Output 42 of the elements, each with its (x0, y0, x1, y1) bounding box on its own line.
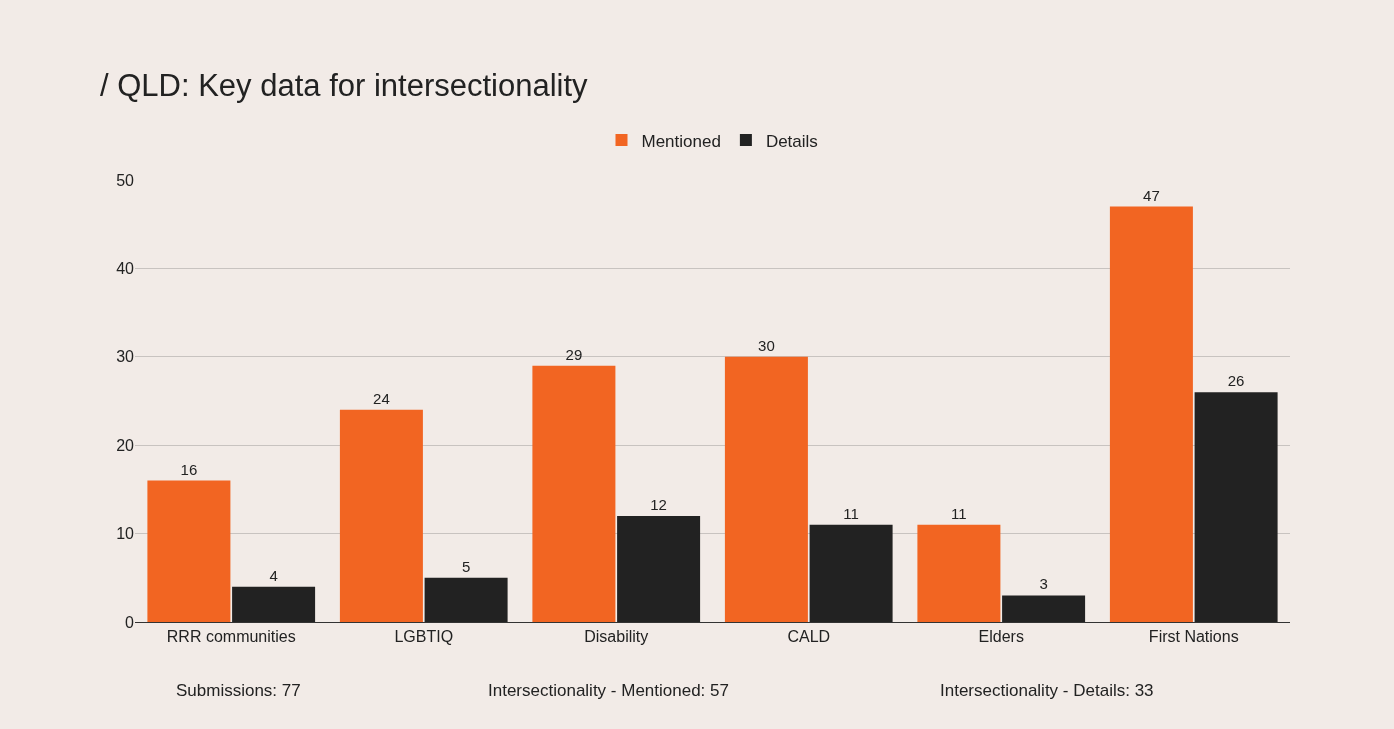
text: Intersectionality - Details: 33 (940, 681, 1154, 700)
data-label: 11 (951, 504, 967, 522)
x-tick-label: First Nations (1148, 628, 1239, 646)
bar (917, 524, 1001, 622)
bar (1194, 392, 1278, 622)
y-tick-label: 50 (116, 171, 135, 189)
data-label: 30 (758, 336, 775, 354)
legend-label: Details (765, 131, 818, 151)
y-tick-label: 20 (116, 436, 135, 454)
x-tick-label: Disability (584, 628, 649, 646)
y-tick-label: 40 (116, 260, 135, 277)
x-tick-label: Elders (978, 628, 1024, 646)
data-label: 3 (1039, 575, 1048, 593)
x-tick-label: RRR communities (166, 628, 296, 646)
bar (147, 480, 231, 622)
bar (617, 515, 701, 622)
bar (809, 524, 893, 622)
bar (232, 586, 316, 622)
y-tick-label: 10 (116, 525, 135, 543)
y-tick-label: 0 (125, 613, 135, 631)
data-label: 12 (650, 495, 667, 513)
data-label: 11 (843, 504, 859, 522)
data-label: 29 (565, 345, 583, 363)
bar (424, 577, 508, 622)
chart-title: / QLD: Key data for intersectionality (100, 67, 589, 103)
data-label: 5 (461, 557, 471, 575)
data-label: 24 (373, 389, 390, 407)
data-label: 16 (180, 460, 198, 478)
bar (339, 409, 423, 622)
legend-label: Mentioned (641, 131, 721, 151)
data-label: 26 (1227, 372, 1245, 390)
data-label: 47 (1143, 186, 1160, 204)
x-tick-label: LGBTIQ (394, 628, 454, 646)
y-tick-label: 30 (116, 348, 135, 366)
bar (724, 356, 808, 622)
data-label: 4 (269, 566, 278, 584)
bar (1109, 206, 1193, 622)
bar (1002, 595, 1086, 622)
bar (532, 365, 616, 622)
x-tick-label: CALD (787, 628, 831, 646)
text: Submissions: 77 (176, 681, 301, 700)
text: Intersectionality - Mentioned: 57 (488, 681, 729, 700)
